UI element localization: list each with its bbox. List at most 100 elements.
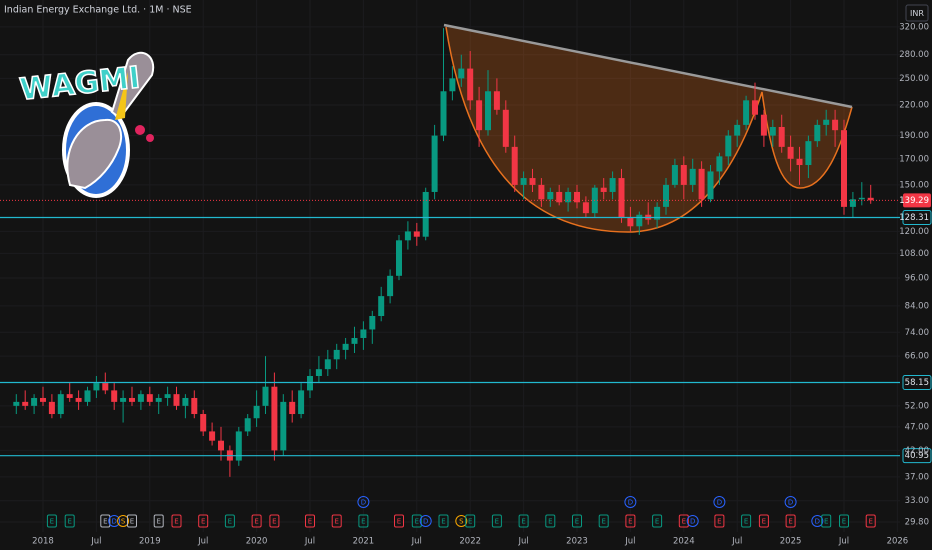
x-tick-label: Jul (731, 537, 742, 547)
candle-body (698, 168, 705, 200)
event-icon (686, 515, 699, 527)
event-label: E (130, 518, 134, 526)
candle-body (396, 240, 402, 276)
trend-line (443, 23, 853, 109)
event-label: E (601, 518, 605, 526)
candle-body (324, 359, 331, 370)
event-label: E (717, 518, 721, 526)
event-icon (455, 515, 468, 527)
x-tick-label: Jul (304, 537, 315, 547)
y-tick-label: 190.00 (899, 131, 929, 141)
candle-body (93, 383, 100, 391)
candle-body (582, 202, 589, 214)
x-tick-label: 2024 (673, 537, 695, 547)
event-label: S (459, 518, 464, 526)
y-tick-label: 120.00 (899, 227, 929, 237)
candle-body (235, 431, 242, 461)
y-tick-label: 220.00 (899, 101, 929, 111)
y-tick-label: 96.00 (905, 273, 929, 283)
candle-body (369, 316, 376, 330)
candle-body (387, 275, 394, 297)
event-label: E (397, 518, 401, 526)
event-label: E (575, 518, 579, 526)
candle-body (493, 91, 500, 110)
candle-body (680, 165, 687, 185)
candle-body (40, 397, 46, 402)
candle-body (129, 397, 135, 402)
candle-body (663, 184, 669, 207)
event-icon (624, 496, 637, 508)
candle-body (244, 418, 251, 432)
x-tick-label: Jul (838, 537, 849, 547)
y-tick-label: 280.00 (899, 50, 929, 60)
candle-body (102, 383, 109, 391)
event-label: E (655, 518, 659, 526)
candle-body (467, 68, 474, 101)
candle-body (743, 100, 750, 125)
chart-title: Indian Energy Exchange Ltd. · 1M · NSE (4, 5, 192, 16)
candle-body (725, 135, 732, 157)
logo-bird (66, 118, 123, 190)
event-icon (625, 514, 636, 528)
y-tick-label: 320.00 (899, 22, 929, 32)
candle-body (440, 91, 447, 136)
y-tick-label: 52.00 (905, 401, 929, 411)
event-icon (419, 515, 432, 527)
candle-body (805, 141, 812, 166)
y-tick-label: 37.00 (905, 472, 929, 482)
candle-body (618, 178, 625, 218)
event-label: E (682, 518, 686, 526)
last-price-box (903, 193, 931, 208)
x-tick-label: 2025 (780, 537, 802, 547)
candle-body (120, 397, 127, 402)
candle-body (511, 146, 518, 185)
candle-body (307, 376, 313, 391)
candle-body (858, 197, 865, 200)
candle-body (778, 126, 785, 147)
event-label: E (628, 518, 632, 526)
price-label-box (902, 209, 932, 225)
event-icon (713, 496, 726, 508)
event-label: E (174, 518, 178, 526)
x-tick-label: Jul (517, 537, 528, 547)
candle-body (66, 394, 73, 398)
logo: WAGMI (17, 51, 155, 198)
candle-body (253, 405, 260, 419)
event-label: D (423, 518, 428, 526)
candle-body (476, 100, 483, 131)
event-icon (394, 514, 404, 528)
event-icon (108, 515, 121, 527)
candle-body (867, 197, 874, 201)
candle-body (841, 130, 847, 207)
y-tick-label: 108.00 (899, 249, 929, 259)
event-icon (758, 514, 769, 528)
event-icon (714, 514, 725, 528)
event-icon (100, 514, 111, 528)
event-icon (678, 514, 689, 528)
candle-body (289, 401, 296, 415)
candle-body (218, 440, 224, 451)
x-tick-label: 2020 (246, 537, 268, 547)
event-label: E (842, 518, 846, 526)
candle-body (271, 386, 278, 451)
candle-body (796, 158, 803, 166)
currency: INR (910, 9, 924, 18)
candle-body (520, 178, 527, 185)
candle-body (538, 184, 545, 200)
event-label: E (272, 518, 276, 526)
event-label: D (690, 518, 695, 526)
event-label: E (415, 518, 419, 526)
candle-body (502, 109, 509, 147)
x-tick-label: Jul (197, 537, 208, 547)
candle-body (769, 126, 776, 136)
candle-body (48, 401, 55, 415)
event-icon (821, 514, 832, 528)
event-label: E (744, 518, 748, 526)
event-icon (46, 514, 57, 528)
event-label: D (717, 499, 722, 507)
candle-body (262, 386, 269, 406)
x-tick-label: Jul (411, 537, 422, 547)
logo-beak (115, 72, 128, 120)
candle-body (57, 394, 64, 415)
last-price-label: 139.29 (899, 196, 929, 206)
